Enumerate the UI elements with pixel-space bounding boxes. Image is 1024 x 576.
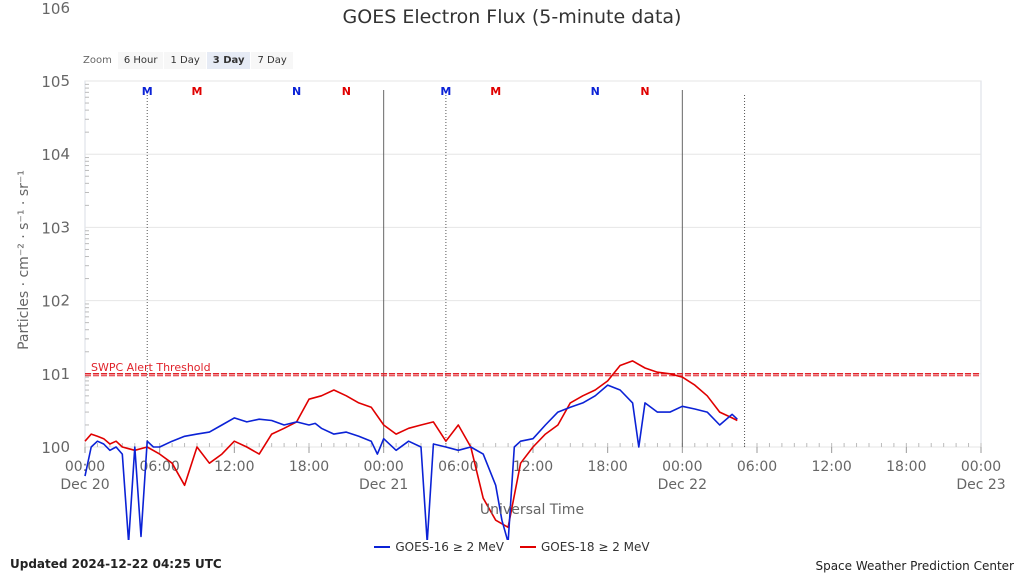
x-tick-date-label: Dec 20 <box>60 477 109 493</box>
chart-title: GOES Electron Flux (5-minute data) <box>342 6 682 28</box>
zoom-6-hour-button[interactable]: 6 Hour <box>117 51 164 69</box>
y-tick-label: 103 <box>41 218 70 237</box>
y-tick-label: 100 <box>41 438 70 457</box>
marker-label: N <box>342 85 351 98</box>
x-tick-label: 12:00 <box>214 459 254 475</box>
legend-label-goes16: GOES-16 ≥ 2 MeV <box>395 540 504 554</box>
y-axis-label-box: Particles · cm⁻² · s⁻¹ · sr⁻¹ <box>12 70 36 450</box>
x-tick-label: 00:00 <box>662 459 702 475</box>
x-tick-label: 12:00 <box>811 459 851 475</box>
credit-text: Space Weather Prediction Center <box>815 559 1014 573</box>
legend-item-goes16[interactable]: GOES-16 ≥ 2 MeV <box>374 540 504 554</box>
plot-area <box>84 80 982 448</box>
marker-label: M <box>440 85 451 98</box>
x-tick-label: 00:00 <box>363 459 403 475</box>
zoom-3-day-button[interactable]: 3 Day <box>206 51 251 69</box>
x-tick-label: 18:00 <box>289 459 329 475</box>
y-tick-label: 104 <box>41 145 70 164</box>
updated-timestamp: Updated 2024-12-22 04:25 UTC <box>10 557 222 571</box>
y-tick-label: 102 <box>41 292 70 311</box>
x-tick-label: 06:00 <box>438 459 478 475</box>
legend-swatch-goes16 <box>374 546 391 548</box>
x-tick-date-label: Dec 21 <box>359 477 408 493</box>
zoom-1-day-button[interactable]: 1 Day <box>164 51 206 69</box>
y-tick-label: 105 <box>41 72 70 91</box>
x-axis-label: Universal Time <box>479 502 585 518</box>
marker-label: N <box>292 85 301 98</box>
zoom-7-day-button[interactable]: 7 Day <box>251 51 293 69</box>
series-line-goes16 <box>84 384 738 540</box>
x-tick-label: 00:00 <box>65 459 105 475</box>
marker-label: N <box>591 85 600 98</box>
y-axis-label: Particles · cm⁻² · s⁻¹ · sr⁻¹ <box>16 170 32 350</box>
x-tick-label: 06:00 <box>139 459 179 475</box>
x-tick-date-label: Dec 22 <box>658 477 707 493</box>
y-tick-label: 106 <box>41 0 70 18</box>
legend-swatch-goes18 <box>520 546 536 548</box>
y-tick-label: 101 <box>41 365 70 384</box>
marker-label: M <box>142 85 153 98</box>
x-tick-label: 18:00 <box>587 459 627 475</box>
x-tick-label: 18:00 <box>886 459 926 475</box>
x-tick-label: 06:00 <box>737 459 777 475</box>
x-tick-label: 00:00 <box>961 459 1001 475</box>
chart-plot: 00:00 Dec 20 06:00 12:00 18:00 00:00 Dec 21 06:… <box>41 0 1006 540</box>
legend: GOES-16 ≥ 2 MeV GOES-18 ≥ 2 MeV <box>0 540 1024 554</box>
zoom-bar: Zoom 6 Hour 1 Day 3 Day 7 Day <box>83 50 294 70</box>
series-line-goes18 <box>84 360 738 529</box>
marker-label: M <box>490 85 501 98</box>
x-tick-label: 12:00 <box>513 459 553 475</box>
marker-label: M <box>192 85 203 98</box>
zoom-label: Zoom <box>83 54 112 66</box>
legend-item-goes18[interactable]: GOES-18 ≥ 2 MeV <box>520 540 650 554</box>
threshold-label: SWPC Alert Threshold <box>91 361 211 374</box>
legend-label-goes18: GOES-18 ≥ 2 MeV <box>541 540 650 554</box>
marker-label: N <box>640 85 649 98</box>
x-tick-date-label: Dec 23 <box>956 477 1005 493</box>
